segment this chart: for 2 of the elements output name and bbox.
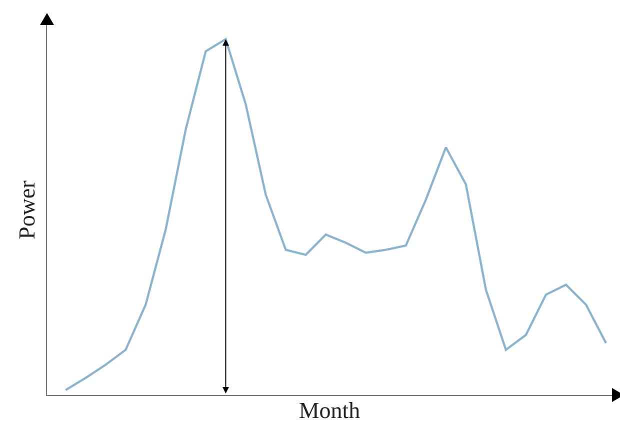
- x-axis-title: Month: [298, 398, 361, 424]
- y-axis-title: Power: [14, 180, 40, 240]
